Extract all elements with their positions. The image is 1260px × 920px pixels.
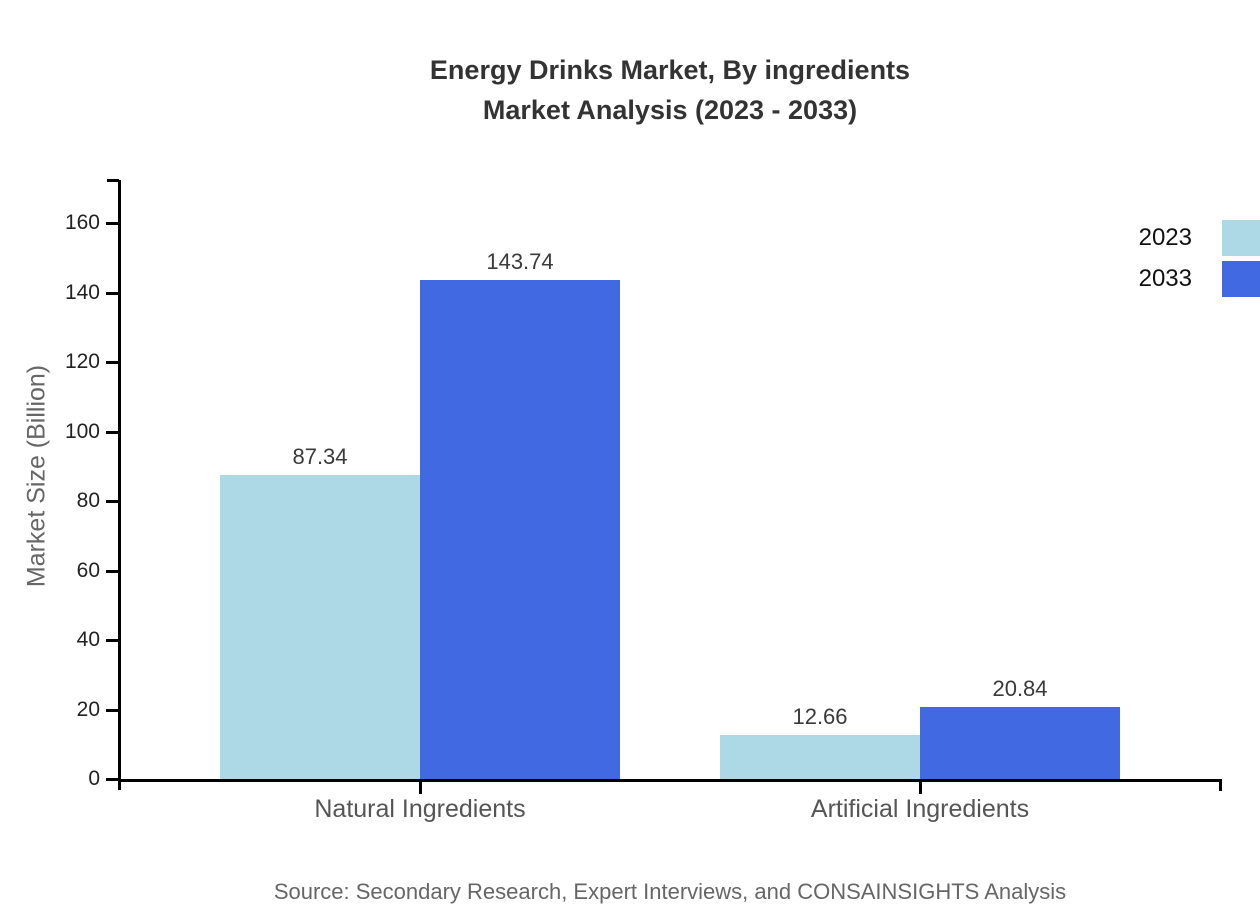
y-tick [106,639,119,642]
legend-swatch-2033 [1222,261,1260,297]
y-tick [106,361,119,364]
chart-title-line1: Energy Drinks Market, By ingredients [429,55,911,85]
bar-2033-natural-ingredients [420,279,620,779]
y-tick [106,708,119,712]
legend-label-2023: 2023 [1138,224,1192,251]
source-note: Source: Secondary Research, Expert Inter… [273,879,1067,904]
y-axis-top-cap [107,179,119,182]
y-tick-label: 40 [76,628,100,651]
y-tick-label: 60 [76,558,100,582]
x-axis-line [118,779,1222,782]
x-category-tick [418,782,422,794]
y-tick-label: 80 [76,489,100,512]
y-tick [106,430,119,434]
y-tick [106,222,119,225]
legend-label-2033: 2033 [1138,265,1192,292]
y-tick-label: 160 [64,211,100,234]
chart-title-line2: Market Analysis (2023 - 2033) [482,95,858,125]
x-axis-end-cap [1219,779,1222,791]
bar-2033-artificial-ingredients [920,706,1120,779]
y-axis-line [118,180,121,790]
x-category-tick [918,782,922,794]
x-category-label-natural-ingredients: Natural Ingredients [314,795,526,823]
y-axis-title: Market Size (Billion) [22,364,51,588]
y-tick-label: 100 [64,419,100,443]
y-tick-label: 20 [76,697,100,721]
bar-2023-natural-ingredients [220,475,420,779]
y-tick-label: 120 [64,350,100,373]
bar-value-label-2033-artificial-ingredients: 20.84 [992,675,1048,701]
y-tick [106,569,119,573]
chart-title: Energy Drinks Market, By ingredients Mar… [140,50,1200,130]
bar-value-label-2023-natural-ingredients: 87.34 [292,444,348,470]
y-tick-label: 140 [64,280,100,304]
y-tick [106,778,119,781]
bar-value-label-2023-artificial-ingredients: 12.66 [792,704,848,729]
y-tick [106,291,119,295]
legend-swatch-2023 [1222,220,1260,256]
x-category-label-artificial-ingredients: Artificial Ingredients [810,795,1030,823]
bar-2023-artificial-ingredients [720,735,920,779]
y-tick [106,500,119,503]
y-tick-label: 0 [88,767,100,790]
bar-value-label-2033-natural-ingredients: 143.74 [486,248,554,274]
